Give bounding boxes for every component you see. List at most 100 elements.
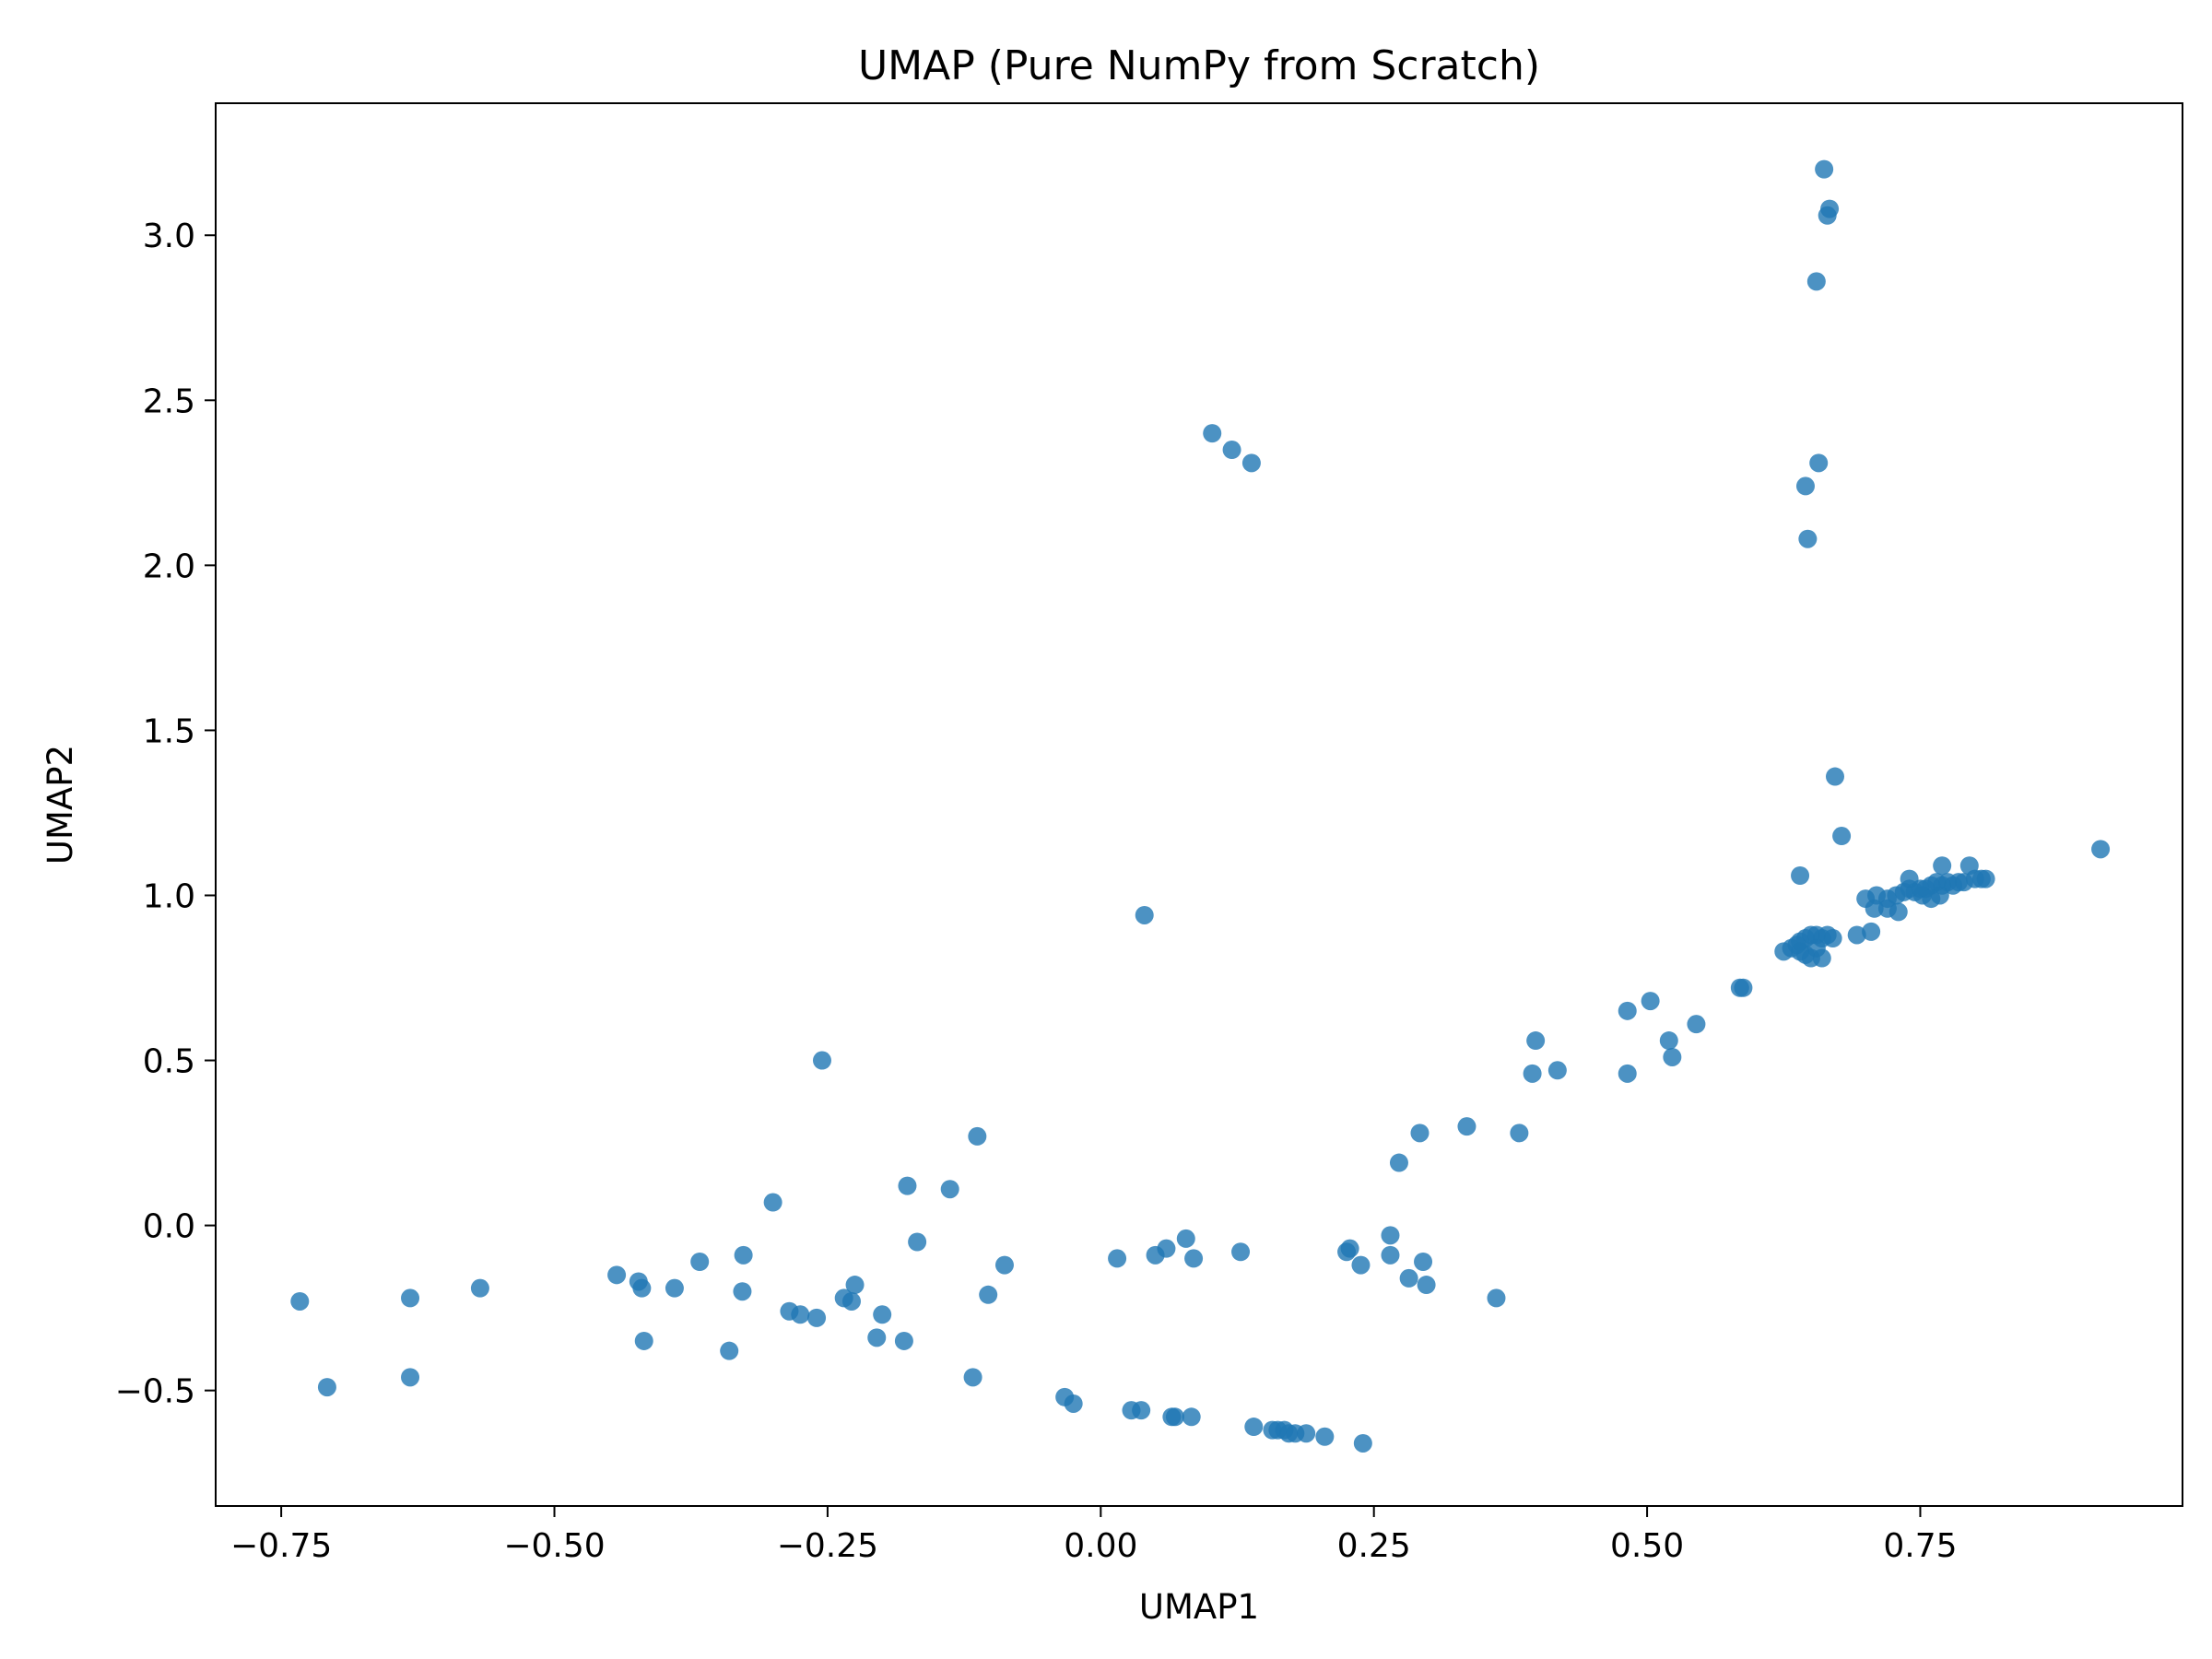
data-point	[1806, 938, 1826, 958]
data-point	[845, 1276, 865, 1295]
data-point	[812, 1051, 831, 1070]
x-tick-label: 0.50	[1610, 1527, 1684, 1565]
x-tick-label: −0.75	[230, 1527, 332, 1565]
data-point	[632, 1278, 652, 1298]
data-point	[1734, 978, 1753, 997]
y-tick-label: 3.0	[143, 218, 195, 255]
data-point	[1162, 1407, 1182, 1427]
data-point	[1176, 1229, 1195, 1248]
x-tick-label: 0.00	[1064, 1527, 1137, 1565]
data-point	[1064, 1394, 1083, 1413]
data-point	[1877, 899, 1897, 918]
data-point	[1417, 1276, 1436, 1295]
x-tick-label: −0.25	[777, 1527, 878, 1565]
x-tick-label: 0.75	[1883, 1527, 1957, 1565]
data-point	[1547, 1061, 1567, 1080]
data-point	[1806, 272, 1826, 291]
data-point	[1414, 1252, 1433, 1271]
data-point	[1410, 1124, 1430, 1143]
data-point	[690, 1252, 710, 1271]
data-point	[401, 1288, 420, 1308]
x-tick-label: −0.50	[503, 1527, 605, 1565]
data-point	[1523, 1064, 1542, 1083]
data-point	[1135, 905, 1154, 924]
data-point	[1825, 767, 1844, 786]
data-point	[1526, 1031, 1546, 1051]
x-tick-label: 0.25	[1337, 1527, 1411, 1565]
data-point	[1399, 1268, 1418, 1288]
y-tick-label: 1.5	[143, 712, 195, 750]
data-point	[873, 1305, 892, 1324]
y-tick-label: −0.5	[115, 1373, 195, 1411]
data-point	[1132, 1401, 1151, 1420]
data-point	[1865, 899, 1884, 918]
data-point	[470, 1278, 489, 1298]
data-point	[1823, 929, 1842, 948]
data-point	[807, 1308, 827, 1327]
x-axis: −0.75 −0.50 −0.25 0.00 0.25 0.50 0.75	[230, 1506, 1958, 1565]
data-point	[1933, 856, 1952, 876]
data-point	[894, 1331, 913, 1350]
x-axis-label: UMAP1	[1139, 1587, 1259, 1627]
data-point	[1663, 1047, 1682, 1066]
data-point	[720, 1341, 739, 1360]
data-point	[1487, 1288, 1506, 1308]
data-point	[1510, 1124, 1529, 1143]
y-axis-label: UMAP2	[41, 745, 80, 865]
chart-title: UMAP (Pure NumPy from Scratch)	[858, 42, 1540, 89]
data-point	[1381, 1226, 1400, 1245]
y-axis: −0.5 0.0 0.5 1.0 1.5 2.0 2.5 3.0	[115, 218, 216, 1411]
data-point	[1798, 529, 1818, 548]
plot-area-frame	[215, 102, 2183, 1507]
y-tick-label: 2.5	[143, 382, 195, 420]
data-point	[1815, 159, 1834, 179]
data-point	[401, 1368, 420, 1387]
data-point	[1353, 1433, 1372, 1453]
data-point	[290, 1291, 310, 1311]
data-point	[1184, 1249, 1204, 1268]
data-point	[979, 1285, 998, 1304]
data-point	[1659, 1031, 1678, 1051]
y-tick-label: 0.5	[143, 1043, 195, 1081]
data-point	[1687, 1015, 1706, 1034]
data-point	[1146, 1245, 1165, 1265]
data-point	[1315, 1427, 1335, 1446]
data-point	[1862, 922, 1881, 941]
data-point	[1244, 1418, 1264, 1437]
data-point	[2091, 840, 2111, 859]
y-tick-label: 1.0	[143, 877, 195, 915]
y-tick-label: 0.0	[143, 1208, 195, 1246]
data-point	[1351, 1255, 1371, 1275]
data-point	[1847, 925, 1866, 945]
data-point	[1457, 1117, 1477, 1136]
data-point	[733, 1282, 752, 1301]
data-point	[763, 1193, 782, 1212]
data-point	[665, 1278, 684, 1298]
data-point	[1795, 477, 1815, 496]
data-point	[607, 1265, 627, 1285]
data-point	[1182, 1407, 1201, 1427]
data-point	[908, 1232, 927, 1252]
data-point	[898, 1176, 917, 1195]
data-point	[1297, 1424, 1316, 1443]
data-point	[1791, 865, 1810, 885]
data-point	[940, 1180, 959, 1199]
data-point	[1203, 424, 1222, 443]
data-point	[1809, 453, 1829, 473]
data-point	[317, 1378, 336, 1397]
data-point	[1818, 206, 1837, 225]
data-point	[634, 1331, 653, 1350]
data-point	[1389, 1153, 1408, 1172]
data-point	[994, 1255, 1014, 1275]
data-point	[1922, 889, 1941, 909]
data-point	[734, 1245, 753, 1265]
data-point	[1381, 1245, 1400, 1265]
data-point	[1231, 1242, 1251, 1262]
data-point	[1337, 1242, 1357, 1262]
data-point	[1108, 1249, 1127, 1268]
data-point	[1618, 1001, 1637, 1020]
y-tick-label: 2.0	[143, 547, 195, 585]
data-point	[1791, 942, 1810, 961]
